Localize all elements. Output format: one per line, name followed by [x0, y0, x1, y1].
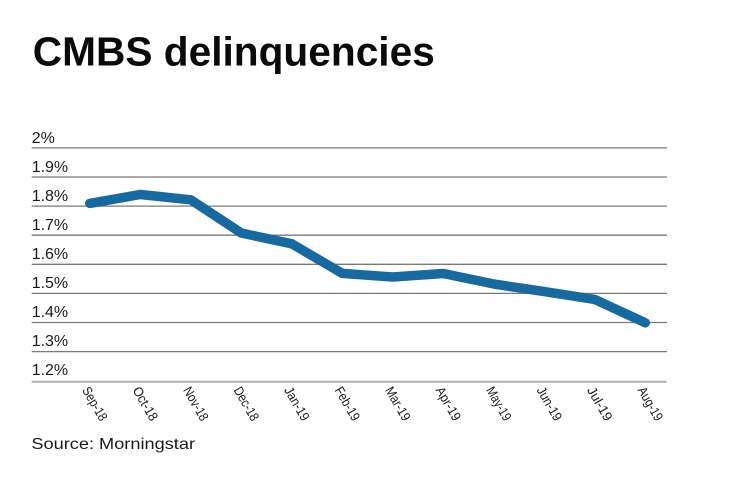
- svg-text:Aug-19: Aug-19: [635, 384, 666, 424]
- svg-text:Mar-19: Mar-19: [382, 384, 413, 424]
- svg-text:2%: 2%: [32, 130, 55, 147]
- svg-text:Feb-19: Feb-19: [332, 384, 363, 424]
- svg-text:Jul-19: Jul-19: [584, 384, 615, 424]
- svg-text:1.6%: 1.6%: [32, 246, 68, 263]
- svg-text:Jan-19: Jan-19: [281, 384, 312, 424]
- svg-text:1.5%: 1.5%: [32, 275, 68, 292]
- svg-text:May-19: May-19: [483, 384, 514, 424]
- svg-text:Source: Morningstar: Source: Morningstar: [31, 436, 195, 453]
- svg-text:Apr-19: Apr-19: [433, 384, 464, 424]
- svg-text:Jun-19: Jun-19: [534, 384, 565, 424]
- svg-text:1.3%: 1.3%: [32, 333, 68, 350]
- svg-text:1.2%: 1.2%: [32, 362, 68, 379]
- svg-text:CMBS delinquencies: CMBS delinquencies: [33, 29, 435, 75]
- svg-text:Nov-18: Nov-18: [180, 384, 211, 424]
- svg-text:1.8%: 1.8%: [32, 188, 68, 205]
- svg-text:1.7%: 1.7%: [32, 217, 68, 234]
- svg-text:1.4%: 1.4%: [32, 304, 68, 321]
- svg-text:Oct-18: Oct-18: [130, 384, 161, 424]
- svg-text:Sep-18: Sep-18: [79, 384, 110, 424]
- svg-text:Dec-18: Dec-18: [231, 384, 262, 424]
- svg-text:1.9%: 1.9%: [32, 159, 68, 176]
